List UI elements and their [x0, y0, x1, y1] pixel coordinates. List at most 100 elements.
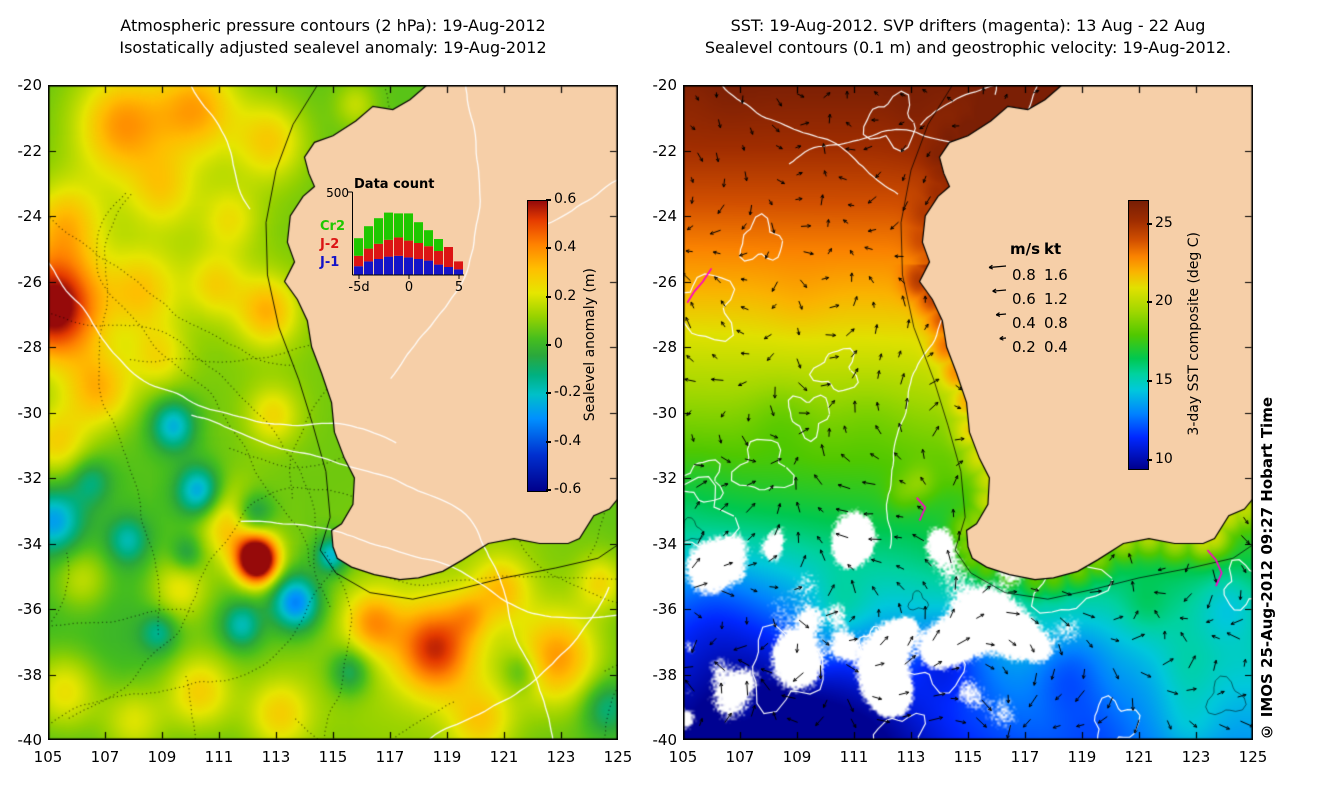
colorbar-tick-mark: [546, 392, 551, 395]
left-y-tick-label: -24: [17, 207, 43, 225]
inset-legend-J-1: J-1: [319, 255, 339, 270]
sst-colorbar: [1128, 200, 1149, 470]
inset-bar-segment: [384, 256, 393, 275]
inset-bar-segment: [404, 257, 413, 275]
left-y-tick-label: -40: [17, 731, 43, 749]
inset-bar-segment: [364, 261, 373, 275]
velocity-legend-ms-value: 0.6: [1012, 290, 1036, 308]
colorbar-tick-mark: [546, 295, 551, 298]
right-x-tick-label: 113: [896, 748, 926, 766]
right-x-tick-label: 111: [839, 748, 869, 766]
left-x-tick-label: 105: [33, 748, 63, 766]
inset-bar-segment: [434, 251, 443, 265]
inset-bar-segment: [394, 213, 403, 238]
colorbar-tick-mark: [546, 199, 551, 201]
colorbar-tick-label: 10: [1155, 451, 1173, 468]
colorbar-tick-label: -0.6: [554, 481, 582, 497]
colorbar-tick-label: -0.4: [554, 432, 582, 449]
velocity-legend-kt-value: 1.6: [1044, 266, 1068, 284]
velocity-legend-kt-value: 1.2: [1044, 290, 1068, 308]
inset-bar-segment: [364, 226, 373, 249]
velocity-legend-kt-value: 0.8: [1044, 314, 1068, 332]
inset-bar-segment: [414, 259, 423, 275]
inset-bar-segment: [364, 248, 373, 262]
velocity-scale-legend: m/s kt 0.8 1.6 0.6 1.2 0.4 0.8 0.2 0.4: [988, 240, 1068, 356]
sst-map-canvas: [683, 85, 1253, 740]
inset-bar-segment: [384, 239, 393, 257]
left-x-tick-label: 123: [546, 748, 576, 766]
sealevel-colorbar-label: Sealevel anomaly (m): [582, 268, 598, 422]
inset-bar-segment: [414, 243, 423, 259]
left-y-tick-label: -28: [17, 338, 43, 356]
velocity-legend-ms-value: 0.8: [1012, 266, 1036, 284]
inset-bar-segment: [424, 246, 433, 261]
right-panel-title-line2: Sealevel contours (0.1 m) and geostrophi…: [704, 38, 1232, 57]
inset-legend-J-2: J-2: [319, 237, 339, 252]
colorbar-tick-label: -0.2: [554, 384, 582, 401]
right-x-tick-label: 121: [1124, 748, 1154, 766]
right-panel-title-line1: SST: 19-Aug-2012. SVP drifters (magenta)…: [730, 16, 1206, 35]
right-x-tick-label: 119: [1067, 748, 1097, 766]
left-x-tick-label: 111: [204, 748, 234, 766]
right-x-tick-label: 115: [953, 748, 983, 766]
colorbar-tick-label: 25: [1155, 214, 1173, 231]
right-y-tick-label: -26: [652, 272, 678, 291]
velocity-legend-header-ms: m/s: [1010, 240, 1040, 258]
left-y-tick-label: -34: [17, 534, 43, 553]
inset-x-tick: 5: [455, 280, 463, 295]
right-x-tick-label: 109: [782, 748, 812, 766]
colorbar-tick-label: 20: [1155, 293, 1173, 310]
inset-bar-segment: [414, 222, 423, 243]
right-x-tick-label: 105: [668, 748, 698, 766]
right-y-tick-label: -32: [652, 469, 678, 487]
inset-bar-segment: [444, 267, 453, 275]
inset-x-tick: -5d: [348, 280, 369, 295]
velocity-legend-header-kt: kt: [1044, 240, 1061, 258]
colorbar-tick-label: 15: [1155, 372, 1173, 389]
colorbar-tick-mark: [546, 247, 551, 250]
left-y-tick-label: -30: [17, 403, 43, 422]
left-x-tick-label: 109: [147, 748, 177, 766]
colorbar-tick-label: 0.6: [554, 191, 577, 207]
inset-x-tick: 0: [405, 280, 413, 295]
right-x-tick-label: 117: [1010, 748, 1040, 766]
left-x-tick-label: 117: [375, 748, 405, 766]
inset-title: Data count: [354, 177, 434, 192]
left-y-tick-label: -36: [17, 600, 43, 618]
inset-bar-segment: [444, 247, 453, 267]
colorbar-tick-label: 0: [554, 336, 563, 352]
inset-legend-Cr2: Cr2: [320, 219, 345, 234]
right-y-tick-label: -38: [652, 665, 678, 684]
left-x-tick-label: 119: [432, 748, 462, 766]
inset-bar-segment: [374, 259, 383, 275]
left-panel-title-line2: Isostatically adjusted sealevel anomaly:…: [119, 38, 547, 57]
imos-watermark: © IMOS 25-Aug-2012 09:27 Hobart Time: [1258, 396, 1276, 740]
left-y-tick-label: -22: [17, 141, 43, 160]
inset-bar-segment: [404, 213, 413, 241]
inset-bar-segment: [354, 238, 363, 256]
right-y-tick-label: -40: [652, 731, 678, 749]
sealevel-anomaly-colorbar: [527, 200, 548, 492]
colorbar-tick-mark: [1147, 459, 1152, 462]
inset-bar-segment: [434, 239, 443, 251]
inset-bar-segment: [394, 237, 403, 256]
inset-bar-segment: [374, 243, 383, 259]
left-y-tick-label: -26: [17, 272, 43, 291]
left-x-tick-label: 107: [90, 748, 120, 766]
inset-bar-segment: [454, 269, 463, 275]
right-y-tick-label: -30: [652, 403, 678, 422]
left-x-tick-label: 115: [318, 748, 348, 766]
right-y-tick-label: -20: [652, 76, 678, 94]
colorbar-tick-mark: [546, 440, 551, 443]
inset-bar-segment: [354, 255, 363, 267]
colorbar-tick-mark: [1147, 222, 1152, 225]
inset-bar-segment: [354, 266, 363, 275]
left-y-tick-label: -32: [17, 469, 43, 487]
inset-bar-segment: [424, 260, 433, 275]
velocity-legend-kt-value: 0.4: [1044, 338, 1068, 356]
inset-bar-segment: [404, 240, 413, 258]
left-y-tick-label: -38: [17, 665, 43, 684]
inset-bar-segment: [394, 255, 403, 275]
right-x-tick-label: 107: [725, 748, 755, 766]
